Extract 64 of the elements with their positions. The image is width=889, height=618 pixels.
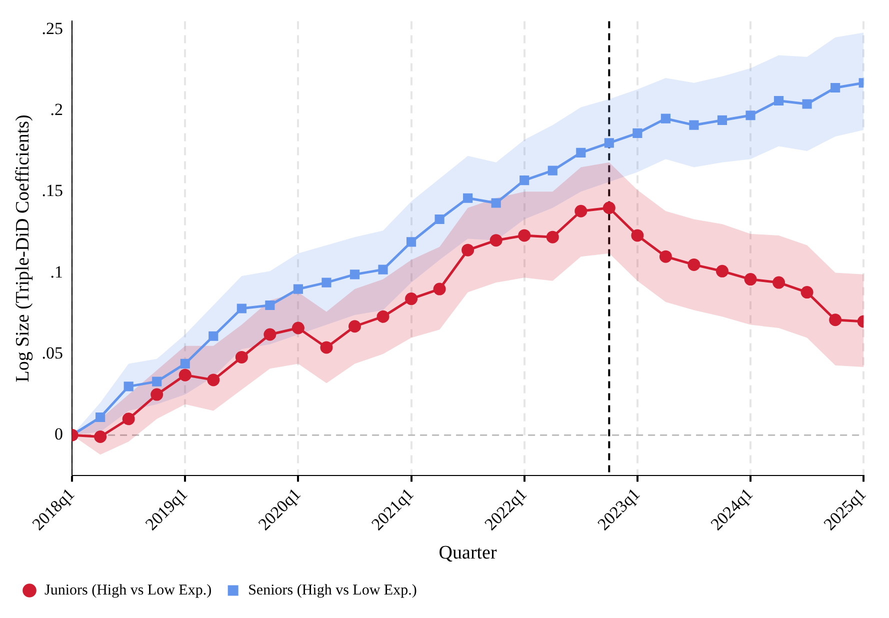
y-tick-label: .25 (42, 18, 64, 38)
point (576, 148, 586, 158)
y-tick-label: 0 (54, 424, 64, 444)
point (518, 229, 531, 242)
point (717, 115, 728, 126)
point (774, 96, 784, 106)
point (235, 350, 248, 364)
point (829, 314, 842, 326)
point (180, 358, 190, 368)
y-tick-label: .1 (50, 262, 64, 282)
point (746, 110, 756, 120)
point (152, 376, 162, 386)
point (716, 264, 728, 278)
point (124, 382, 134, 392)
point (265, 300, 275, 310)
point (772, 276, 786, 289)
point (802, 99, 812, 109)
point (236, 304, 246, 314)
point (264, 328, 276, 341)
y-tick-label: .15 (42, 181, 64, 200)
point (208, 331, 218, 341)
point (604, 138, 614, 148)
point (320, 341, 333, 354)
point (689, 120, 699, 130)
point (322, 278, 332, 288)
point (207, 374, 220, 386)
point (463, 193, 473, 203)
point (659, 250, 672, 263)
legend-label: Juniors (High vs Low Exp.) (44, 582, 212, 598)
point (660, 114, 670, 124)
point (631, 229, 644, 242)
point (632, 128, 642, 138)
point (548, 166, 558, 176)
point (830, 82, 840, 93)
point (520, 175, 530, 186)
point (292, 322, 304, 334)
point (96, 412, 106, 422)
point (178, 368, 192, 382)
point (293, 284, 303, 294)
point (433, 282, 446, 296)
point (150, 388, 164, 401)
point (434, 214, 444, 224)
y-tick-label: .05 (42, 343, 64, 362)
legend-label: Seniors (High vs Low Exp.) (248, 582, 417, 598)
point (376, 310, 390, 323)
point (546, 230, 559, 244)
point (462, 244, 474, 256)
point (378, 264, 388, 274)
point (122, 412, 135, 426)
point (744, 273, 757, 286)
point (405, 292, 418, 306)
point (94, 430, 107, 444)
point (800, 286, 814, 299)
y-tick-label: .2 (50, 100, 64, 119)
point (406, 237, 416, 247)
x-axis-title: Quarter (438, 542, 498, 564)
point (350, 270, 360, 280)
point (574, 204, 588, 218)
point (688, 258, 700, 271)
point (348, 320, 361, 333)
y-axis-title: Log Size (Triple-DiD Coefficients) (12, 114, 34, 382)
point (490, 234, 502, 247)
point (602, 202, 616, 214)
point (491, 198, 501, 208)
